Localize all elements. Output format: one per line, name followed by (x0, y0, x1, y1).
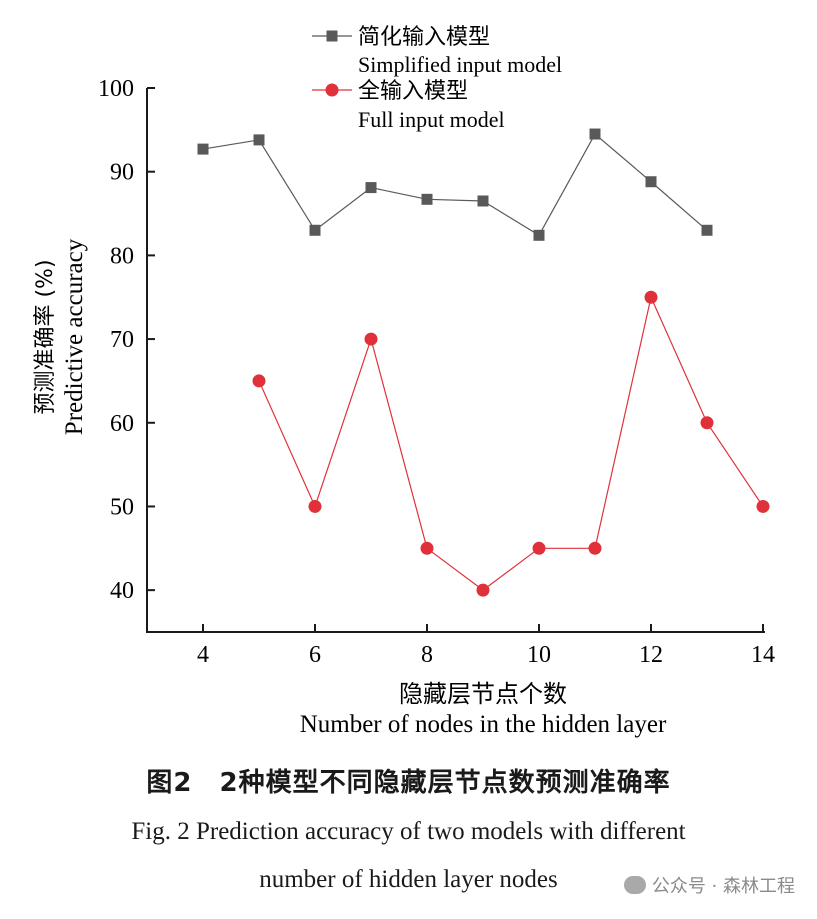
x-label-cn: 隐藏层节点个数 (399, 680, 567, 708)
y-tick-label: 100 (98, 76, 134, 102)
data-point-full (252, 374, 266, 388)
legend-label-en: Simplified input model (358, 52, 562, 77)
watermark: 公众号 · 森林工程 (623, 872, 795, 898)
data-point-full (532, 541, 546, 555)
data-point-full (476, 583, 490, 597)
legend-label-cn: 简化输入模型 (358, 25, 490, 50)
y-tick-label: 70 (110, 327, 134, 353)
watermark-text: 公众号 · 森林工程 (651, 876, 795, 897)
legend-label-en: Full input model (358, 107, 505, 132)
y-tick-label: 80 (110, 243, 134, 269)
legend-label-cn: 全输入模型 (358, 79, 468, 104)
data-point-full (364, 332, 378, 346)
y-tick-label: 90 (110, 160, 134, 186)
wechat-icon (623, 876, 646, 894)
x-label-en: Number of nodes in the hidden layer (300, 711, 667, 738)
x-tick-label: 10 (527, 642, 551, 668)
data-point-full (756, 499, 770, 513)
data-point-full (644, 290, 658, 304)
y-label-cn: 预测准确率 (%) (33, 259, 58, 414)
x-tick-label: 14 (751, 642, 775, 668)
data-point-simplified (533, 229, 545, 241)
figure-caption-cn: 图2 2种模型不同隐藏层节点数预测准确率 (146, 768, 671, 798)
x-tick-label: 6 (309, 642, 321, 668)
data-point-simplified (197, 143, 209, 155)
data-point-simplified (589, 128, 601, 140)
figure-caption-en-line2: number of hidden layer nodes (259, 866, 558, 893)
series-line-2 (258, 295, 764, 591)
data-point-simplified (645, 176, 657, 188)
y-label-en: Predictive accuracy (61, 238, 88, 435)
legend-marker-square (326, 30, 338, 42)
y-tick-label: 40 (110, 578, 134, 604)
data-point-full (588, 541, 602, 555)
x-tick-label: 4 (197, 642, 209, 668)
data-point-simplified (701, 224, 713, 236)
data-point-simplified (421, 193, 433, 205)
series-line-1 (202, 133, 708, 237)
x-tick-label: 12 (639, 642, 663, 668)
chart: 4 6 8 10 12 14 40 50 60 70 80 90 100 简化输入模型Simplifie… (33, 25, 775, 738)
figure-caption-en-line1: Fig. 2 Prediction accuracy of two models… (131, 818, 686, 845)
legend-marker-circle (325, 83, 339, 97)
x-tick-label: 8 (421, 642, 433, 668)
data-point-simplified (477, 195, 489, 207)
data-point-full (700, 416, 714, 430)
data-point-simplified (309, 224, 321, 236)
data-point-simplified (253, 134, 265, 146)
y-tick-label: 60 (110, 411, 134, 437)
data-point-simplified (365, 182, 377, 194)
y-tick-label: 50 (110, 494, 134, 520)
data-point-full (420, 541, 434, 555)
data-point-full (308, 499, 322, 513)
